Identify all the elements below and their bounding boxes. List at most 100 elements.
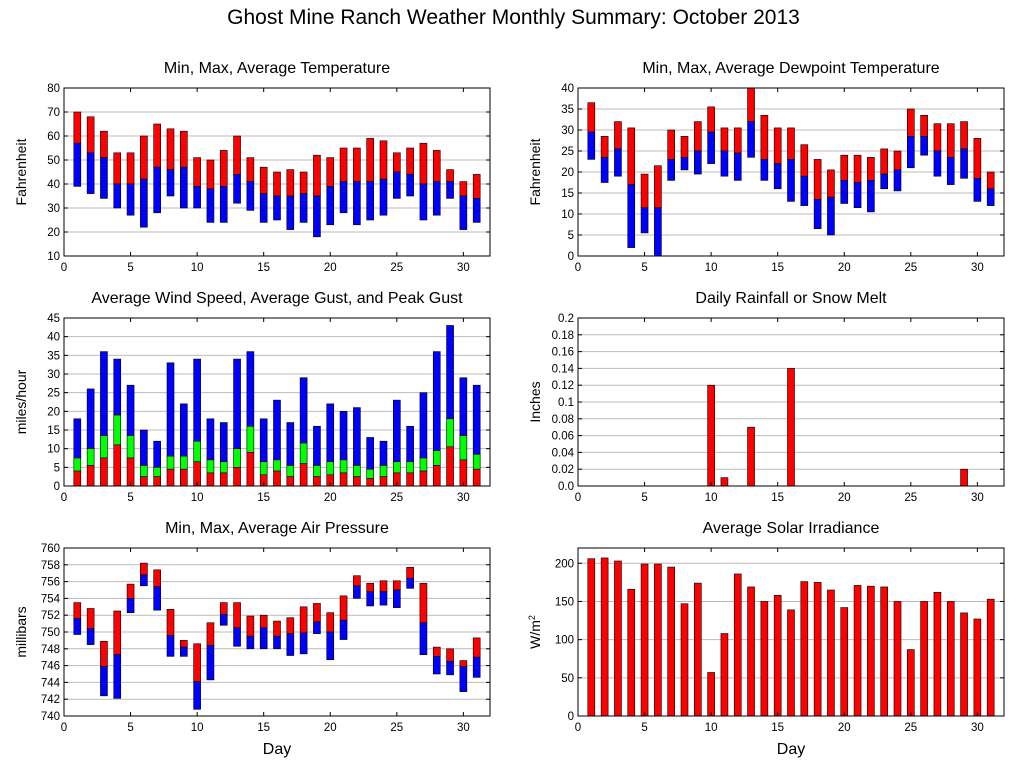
bar-value (880, 586, 888, 717)
bar-value (787, 368, 795, 487)
bar-max (219, 602, 228, 615)
y-tick-label: 758 (41, 560, 60, 572)
chart-dewpoint: 0 5 10 15 20 25 30 35 40 0 5 10 15 20 25 30 Min, Max, Av… (527, 60, 1005, 274)
bar-min (193, 681, 201, 710)
bar-min (153, 586, 161, 611)
bar-max (166, 609, 175, 636)
bar-peak-gust (86, 388, 95, 449)
bar-max (100, 640, 108, 667)
bar-average-gust (459, 435, 468, 461)
bar-min (153, 166, 161, 214)
bar-max (180, 130, 188, 168)
x-tick-label: 20 (838, 262, 851, 274)
bar-min (406, 577, 414, 589)
bar-max (366, 138, 374, 182)
chart-title: Min, Max, Average Air Pressure (165, 520, 389, 537)
bar-min (760, 159, 769, 181)
x-tick-label: 15 (771, 722, 784, 734)
bar-max (86, 608, 95, 629)
y-tick-label: 0.04 (552, 447, 575, 459)
bar-min (86, 628, 95, 645)
bar-max (472, 174, 481, 199)
y-tick-label: 746 (41, 661, 60, 673)
x-tick-label: 30 (457, 722, 470, 734)
bar-average-gust (313, 465, 321, 477)
y-tick-label: 35 (561, 104, 574, 116)
bar-max (986, 171, 995, 190)
bar-average-gust (246, 425, 255, 453)
bar-min (379, 178, 388, 216)
bar-max (680, 136, 689, 158)
bar-peak-gust (233, 358, 241, 449)
bar-peak-gust (153, 440, 161, 468)
y-tick-label: 35 (47, 350, 60, 362)
bar-max (627, 127, 636, 185)
bar-average-gust (273, 459, 281, 472)
y-axis-label: Fahrenheit (527, 138, 543, 205)
x-tick-label: 25 (390, 492, 403, 504)
bar-average-wind-speed (206, 472, 215, 487)
bar-max (960, 121, 968, 150)
x-tick-label: 10 (705, 492, 718, 504)
bar-max (600, 136, 609, 158)
bar-max (259, 614, 268, 629)
bar-average-wind-speed (233, 467, 241, 487)
chart-title: Min, Max, Average Dewpoint Temperature (642, 60, 939, 77)
bar-value (840, 607, 849, 717)
bar-average-wind-speed (446, 446, 454, 487)
x-tick-label: 0 (61, 262, 67, 274)
y-axis-label: millibars (13, 606, 29, 657)
bar-peak-gust (459, 377, 468, 436)
bar-min (379, 591, 388, 606)
bar-max (326, 157, 335, 187)
bar-min (459, 666, 468, 692)
bar-peak-gust (326, 403, 335, 463)
bar-max (206, 159, 215, 190)
bar-min (299, 193, 308, 223)
bar-average-gust (113, 414, 122, 446)
bar-max (933, 123, 942, 152)
chart-wind: 0 5 10 15 20 25 30 35 40 45 0 5 10 15 20 25 30 Average Wi… (13, 290, 491, 504)
y-tick-label: 40 (561, 83, 574, 95)
bar-average-gust (326, 461, 335, 476)
x-tick-label: 0 (61, 722, 67, 734)
bar-min (180, 646, 188, 657)
bar-max (893, 150, 902, 171)
bar-average-wind-speed (180, 468, 188, 487)
x-tick-label: 10 (191, 262, 204, 274)
bar-min (600, 157, 609, 183)
bar-peak-gust (259, 418, 268, 463)
bar-value (920, 601, 928, 717)
x-tick-label: 30 (457, 492, 470, 504)
bar-max (73, 602, 82, 619)
bar-min (86, 152, 95, 194)
bar-min (880, 173, 888, 190)
x-tick-label: 20 (838, 492, 851, 504)
chart-temp: 10 20 30 40 50 60 70 80 0 5 10 15 20 25 30 Min, Max, Av… (13, 60, 491, 274)
bar-max (326, 612, 335, 633)
bar-max (86, 116, 95, 154)
bar-min (432, 181, 441, 216)
bar-min (800, 175, 809, 206)
x-tick-label: 25 (904, 262, 917, 274)
y-axis-label: W/m2 (527, 615, 543, 649)
bar-max (180, 640, 188, 648)
bar-min (667, 159, 675, 181)
bar-max (113, 152, 122, 185)
bar-peak-gust (353, 407, 361, 466)
y-tick-label: 0.12 (552, 380, 574, 392)
bar-min (273, 195, 281, 221)
bar-min (973, 178, 982, 202)
bar-average-gust (259, 461, 268, 476)
bar-max (946, 123, 955, 158)
bar-average-gust (126, 435, 135, 459)
bar-value (614, 560, 622, 717)
x-tick-label: 10 (191, 722, 204, 734)
y-tick-label: 40 (47, 332, 60, 344)
y-tick-label: 25 (47, 388, 60, 400)
x-tick-label: 25 (390, 722, 403, 734)
y-axis-label: miles/hour (13, 369, 29, 434)
bar-peak-gust (446, 325, 454, 420)
y-tick-label: 754 (41, 593, 61, 605)
